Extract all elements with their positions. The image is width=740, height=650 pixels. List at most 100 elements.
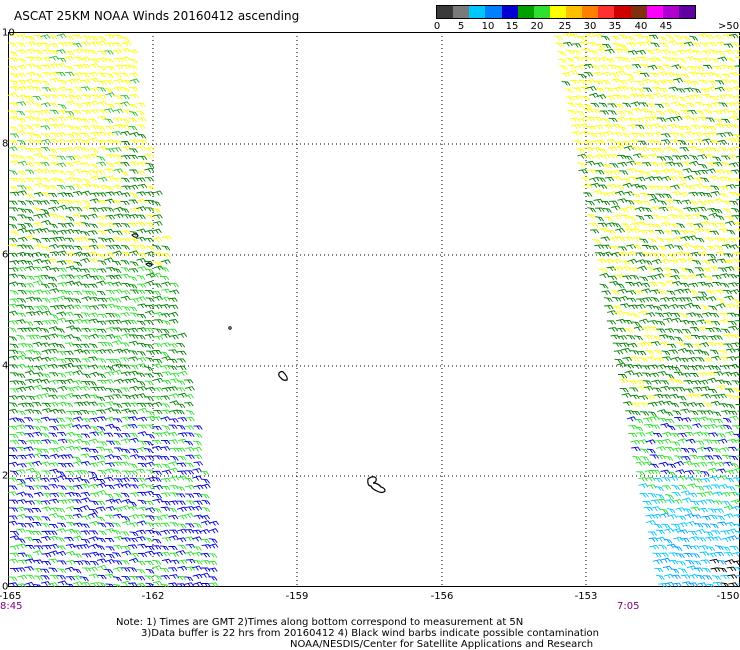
wind-barb bbox=[136, 334, 146, 340]
wind-barb bbox=[712, 110, 723, 115]
wind-barb bbox=[706, 80, 717, 85]
wind-barb bbox=[692, 469, 703, 475]
wind-barb bbox=[88, 349, 98, 354]
wind-barb bbox=[49, 230, 59, 235]
wind-barb bbox=[49, 55, 59, 61]
wind-barb bbox=[56, 199, 67, 205]
wind-barb bbox=[104, 228, 114, 234]
wind-barb bbox=[9, 470, 19, 476]
wind-barb bbox=[113, 123, 124, 129]
wind-barb bbox=[96, 290, 106, 296]
wind-barb bbox=[692, 88, 701, 94]
wind-barb bbox=[731, 86, 740, 92]
wind-barb bbox=[112, 140, 122, 145]
wind-barb bbox=[48, 43, 59, 48]
wind-barb bbox=[57, 274, 67, 280]
wind-barb bbox=[72, 48, 83, 54]
wind-barb bbox=[24, 95, 34, 101]
wind-barb bbox=[32, 177, 43, 182]
wind-barb bbox=[129, 93, 139, 99]
wind-barb bbox=[80, 49, 90, 54]
wind-barb bbox=[17, 274, 27, 280]
wind-barb bbox=[168, 439, 179, 445]
wind-barb bbox=[631, 64, 642, 69]
wind-barb bbox=[65, 319, 75, 325]
wind-barb bbox=[121, 251, 131, 257]
wind-barb bbox=[88, 283, 98, 289]
wind-barb bbox=[89, 268, 99, 273]
wind-barb bbox=[33, 49, 43, 55]
wind-barb bbox=[48, 50, 58, 55]
wind-barb bbox=[136, 236, 146, 242]
wind-barb bbox=[169, 559, 180, 565]
wind-barb bbox=[627, 124, 638, 129]
wind-barb bbox=[161, 235, 172, 241]
wind-barb bbox=[176, 528, 187, 534]
wind-barb bbox=[8, 252, 18, 258]
wind-barb bbox=[160, 259, 171, 265]
wind-barb bbox=[168, 386, 178, 392]
wind-barb bbox=[627, 297, 637, 303]
wind-barb bbox=[112, 184, 122, 190]
wind-barb bbox=[723, 259, 734, 265]
wind-barb bbox=[707, 335, 717, 341]
wind-barb bbox=[41, 356, 51, 362]
wind-barb bbox=[722, 417, 732, 423]
wind-barb bbox=[709, 139, 719, 145]
wind-barb bbox=[718, 403, 729, 408]
wind-barb bbox=[41, 530, 51, 536]
wind-barb bbox=[24, 327, 34, 332]
wind-barb bbox=[105, 366, 115, 371]
wind-barb bbox=[728, 110, 738, 116]
wind-barb bbox=[677, 133, 686, 139]
wind-barb bbox=[631, 446, 641, 452]
wind-barb bbox=[160, 446, 171, 451]
wind-barb bbox=[65, 252, 76, 258]
wind-barb bbox=[653, 393, 664, 399]
wind-barb bbox=[192, 475, 203, 481]
wind-barb bbox=[161, 245, 171, 251]
wind-barb bbox=[607, 146, 618, 152]
wind-barb bbox=[32, 356, 43, 362]
wind-barb bbox=[88, 573, 99, 579]
wind-barb bbox=[583, 103, 593, 110]
wind-barb bbox=[618, 126, 627, 132]
wind-barb bbox=[689, 327, 700, 332]
wind-barb bbox=[658, 544, 668, 550]
wind-barb bbox=[57, 94, 68, 99]
wind-barb bbox=[653, 433, 663, 438]
wind-barb bbox=[607, 64, 617, 70]
wind-barb bbox=[733, 95, 740, 100]
wind-barb bbox=[176, 462, 187, 468]
wind-barb bbox=[32, 522, 42, 527]
wind-barb bbox=[629, 132, 639, 138]
wind-barb bbox=[152, 304, 163, 310]
wind-barb bbox=[569, 79, 580, 85]
wind-barb bbox=[649, 454, 659, 459]
wind-barb bbox=[591, 147, 602, 152]
wind-barb bbox=[112, 268, 122, 274]
wind-barb bbox=[89, 371, 100, 377]
wind-barb bbox=[192, 468, 203, 474]
wind-barb bbox=[664, 365, 674, 371]
wind-barb bbox=[649, 544, 660, 550]
wind-barb bbox=[735, 108, 740, 111]
wind-barb bbox=[716, 425, 726, 430]
wind-barb bbox=[24, 222, 33, 228]
wind-barb bbox=[731, 298, 740, 304]
wind-barb bbox=[636, 432, 646, 437]
wind-barb bbox=[136, 536, 146, 542]
wind-barb bbox=[144, 447, 154, 454]
wind-barb bbox=[104, 371, 115, 377]
wind-barb bbox=[697, 154, 708, 160]
wind-barb bbox=[724, 295, 735, 301]
wind-barb bbox=[32, 207, 42, 213]
wind-barb bbox=[578, 79, 588, 85]
wind-barb bbox=[56, 147, 67, 153]
wind-barb bbox=[8, 92, 18, 98]
wind-barb bbox=[682, 253, 693, 258]
wind-barb bbox=[97, 373, 106, 379]
wind-barb bbox=[200, 552, 210, 558]
wind-barb bbox=[703, 357, 713, 362]
wind-barb bbox=[152, 190, 163, 196]
